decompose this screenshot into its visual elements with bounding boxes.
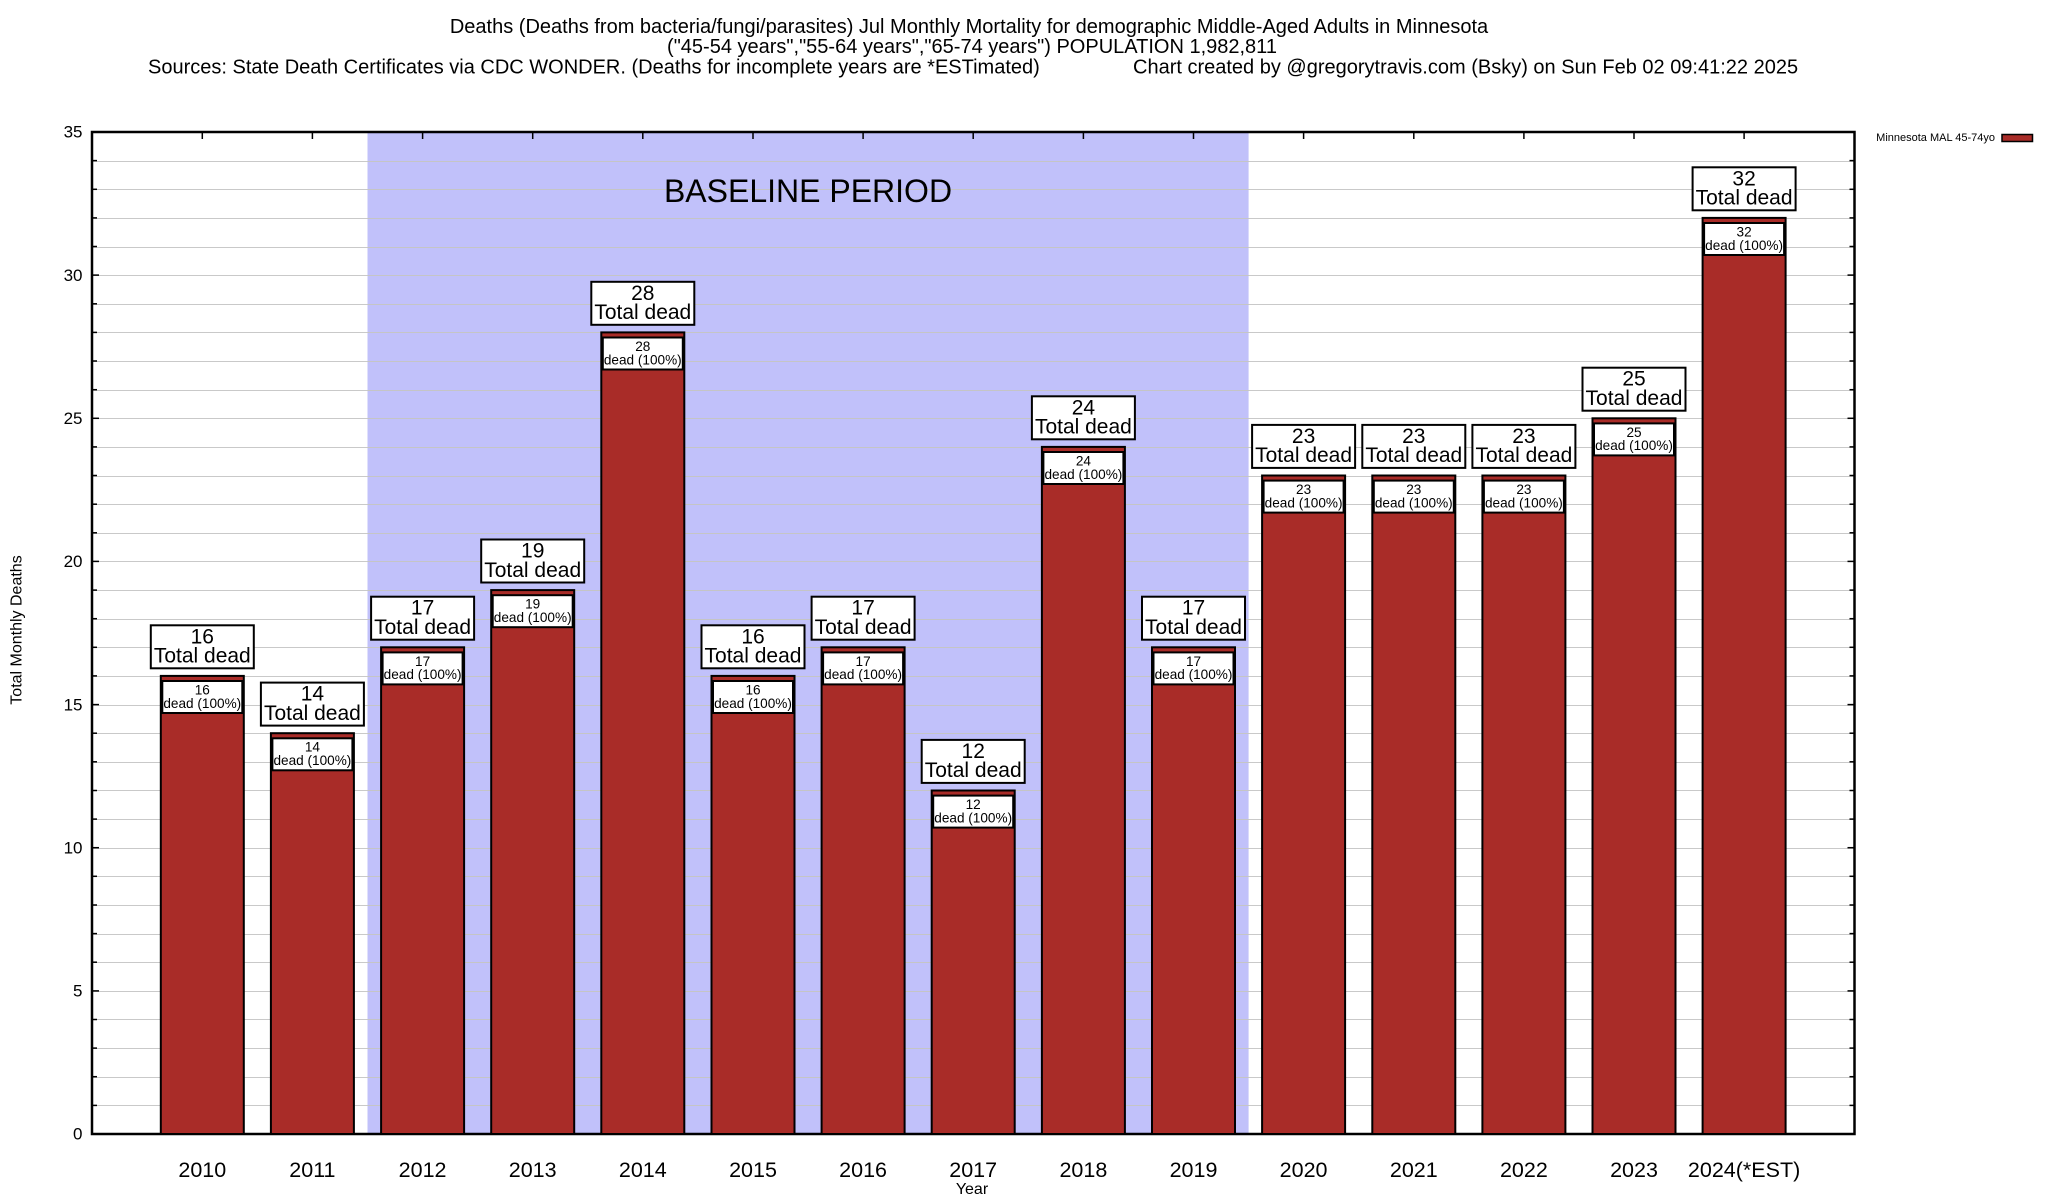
- svg-text:2015: 2015: [729, 1158, 777, 1182]
- svg-text:Total dead: Total dead: [705, 645, 802, 668]
- svg-text:23: 23: [1296, 482, 1311, 497]
- svg-text:2011: 2011: [289, 1158, 335, 1182]
- svg-text:2017: 2017: [949, 1158, 997, 1182]
- svg-text:12: 12: [966, 797, 981, 812]
- svg-text:2014: 2014: [619, 1158, 667, 1182]
- svg-text:35: 35: [64, 123, 83, 142]
- svg-text:23: 23: [1512, 425, 1535, 448]
- svg-text:20: 20: [64, 552, 83, 571]
- svg-text:5: 5: [73, 982, 82, 1001]
- svg-text:19: 19: [525, 597, 540, 612]
- svg-text:dead (100%): dead (100%): [1265, 495, 1343, 510]
- svg-text:14: 14: [301, 683, 325, 706]
- svg-text:Total dead: Total dead: [594, 301, 691, 324]
- svg-text:25: 25: [64, 409, 83, 428]
- svg-text:Total dead: Total dead: [374, 616, 471, 639]
- svg-text:dead (100%): dead (100%): [1044, 467, 1122, 482]
- svg-text:16: 16: [741, 625, 764, 648]
- svg-text:14: 14: [305, 740, 321, 755]
- svg-text:Year: Year: [956, 1181, 989, 1198]
- svg-text:10: 10: [64, 838, 83, 857]
- svg-text:dead (100%): dead (100%): [1375, 495, 1453, 510]
- svg-text:17: 17: [1186, 654, 1201, 669]
- svg-text:17: 17: [1182, 597, 1205, 620]
- svg-text:25: 25: [1626, 425, 1641, 440]
- svg-text:23: 23: [1292, 425, 1315, 448]
- svg-text:2023: 2023: [1610, 1158, 1658, 1182]
- svg-text:Minnesota MAL 45-74yo: Minnesota MAL 45-74yo: [1876, 132, 1995, 144]
- svg-text:Deaths (Deaths from bacteria/f: Deaths (Deaths from bacteria/fungi/paras…: [450, 16, 1489, 38]
- svg-text:dead (100%): dead (100%): [1485, 495, 1563, 510]
- svg-text:Chart created by @gregorytravi: Chart created by @gregorytravis.com (Bsk…: [1133, 57, 1798, 79]
- svg-text:Total dead: Total dead: [1475, 444, 1572, 467]
- svg-text:Total dead: Total dead: [1145, 616, 1242, 639]
- svg-text:Total dead: Total dead: [1696, 187, 1793, 210]
- svg-text:Total dead: Total dead: [1255, 444, 1352, 467]
- svg-text:23: 23: [1406, 482, 1421, 497]
- svg-text:Sources: State Death Certifica: Sources: State Death Certificates via CD…: [148, 57, 1040, 79]
- svg-text:2013: 2013: [509, 1158, 557, 1182]
- svg-text:15: 15: [64, 695, 83, 714]
- svg-text:2022: 2022: [1500, 1158, 1548, 1182]
- svg-text:dead (100%): dead (100%): [163, 696, 241, 711]
- svg-text:17: 17: [851, 597, 874, 620]
- svg-text:16: 16: [191, 625, 214, 648]
- svg-text:dead (100%): dead (100%): [824, 667, 902, 682]
- svg-text:17: 17: [856, 654, 871, 669]
- svg-text:Total dead: Total dead: [925, 759, 1022, 782]
- svg-text:2016: 2016: [839, 1158, 887, 1182]
- svg-text:dead (100%): dead (100%): [1595, 438, 1673, 453]
- svg-text:Total dead: Total dead: [1586, 387, 1683, 410]
- svg-text:dead (100%): dead (100%): [384, 667, 462, 682]
- svg-text:28: 28: [631, 282, 654, 305]
- svg-text:Total dead: Total dead: [1035, 416, 1132, 439]
- svg-text:19: 19: [521, 540, 544, 563]
- svg-text:32: 32: [1732, 167, 1755, 190]
- svg-text:12: 12: [962, 740, 985, 763]
- svg-text:24: 24: [1076, 453, 1092, 468]
- svg-text:30: 30: [64, 266, 83, 285]
- svg-text:("45-54 years","55-64 years",": ("45-54 years","55-64 years","65-74 year…: [667, 36, 1277, 58]
- svg-text:32: 32: [1737, 224, 1752, 239]
- svg-text:2012: 2012: [399, 1158, 447, 1182]
- svg-text:Total dead: Total dead: [484, 559, 581, 582]
- svg-text:16: 16: [745, 682, 760, 697]
- svg-text:2021: 2021: [1390, 1158, 1438, 1182]
- svg-text:Total Monthly Deaths: Total Monthly Deaths: [9, 555, 26, 704]
- svg-text:dead (100%): dead (100%): [494, 610, 572, 625]
- svg-text:2019: 2019: [1170, 1158, 1218, 1182]
- svg-text:25: 25: [1622, 368, 1645, 391]
- svg-text:dead (100%): dead (100%): [604, 352, 682, 367]
- svg-text:28: 28: [635, 339, 650, 354]
- svg-text:2020: 2020: [1280, 1158, 1328, 1182]
- svg-text:Total dead: Total dead: [154, 645, 251, 668]
- svg-text:Total dead: Total dead: [1365, 444, 1462, 467]
- svg-text:16: 16: [195, 682, 210, 697]
- svg-text:dead (100%): dead (100%): [1705, 238, 1783, 253]
- svg-text:BASELINE PERIOD: BASELINE PERIOD: [664, 173, 952, 209]
- svg-text:2018: 2018: [1059, 1158, 1107, 1182]
- svg-text:2010: 2010: [178, 1158, 226, 1182]
- svg-text:17: 17: [415, 654, 430, 669]
- svg-text:0: 0: [73, 1125, 82, 1144]
- svg-text:Total dead: Total dead: [815, 616, 912, 639]
- svg-text:dead (100%): dead (100%): [1155, 667, 1233, 682]
- svg-text:23: 23: [1516, 482, 1531, 497]
- svg-text:2024(*EST): 2024(*EST): [1688, 1158, 1800, 1182]
- svg-text:23: 23: [1402, 425, 1425, 448]
- svg-text:24: 24: [1072, 396, 1096, 419]
- svg-text:dead (100%): dead (100%): [934, 810, 1012, 825]
- svg-text:17: 17: [411, 597, 434, 620]
- svg-text:dead (100%): dead (100%): [273, 753, 351, 768]
- svg-text:Total dead: Total dead: [264, 702, 361, 725]
- svg-text:dead (100%): dead (100%): [714, 696, 792, 711]
